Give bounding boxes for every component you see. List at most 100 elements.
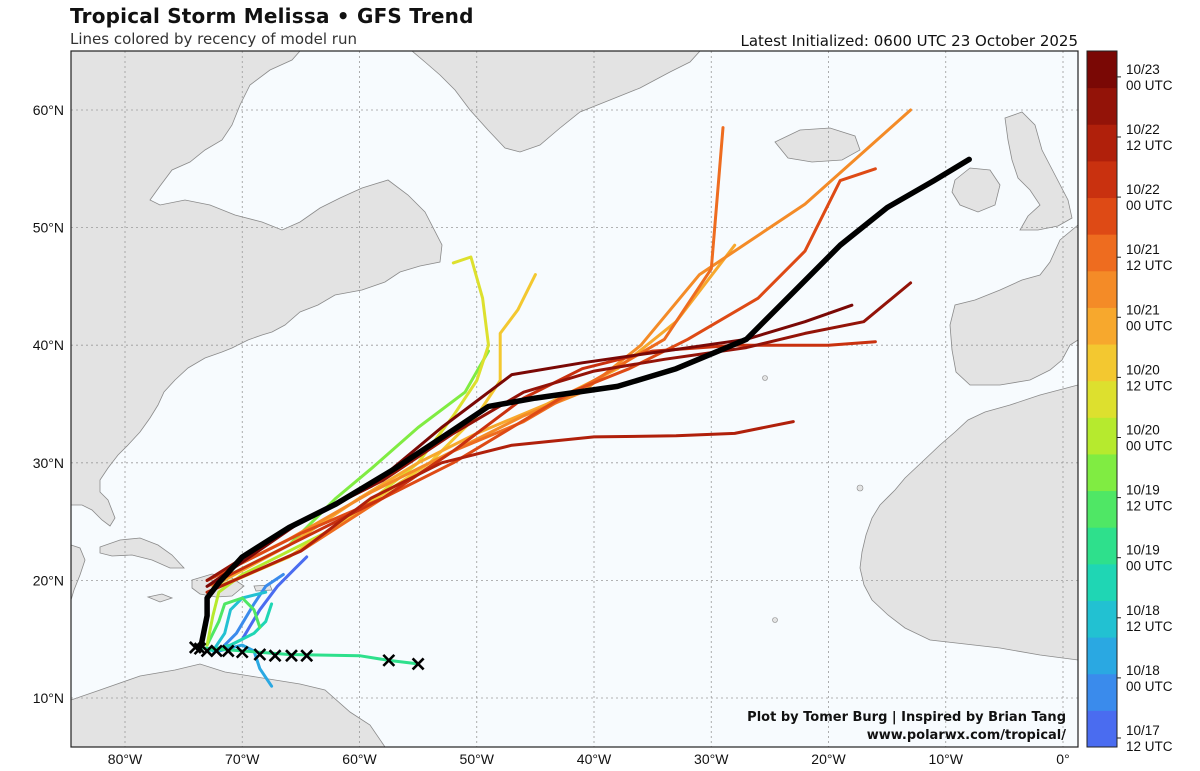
colorbar-segment <box>1087 600 1117 638</box>
colorbar-segment <box>1087 453 1117 492</box>
colorbar-label-date: 10/20 <box>1126 362 1160 377</box>
lat-tick-label: 20°N <box>33 572 64 588</box>
lon-tick-label: 70°W <box>225 751 260 767</box>
storm-position-x-marker <box>210 644 223 658</box>
land-cape-verde <box>772 617 778 623</box>
latest-gfs-track <box>198 156 972 648</box>
colorbar-segment <box>1087 124 1117 162</box>
colorbar-segment <box>1087 527 1117 565</box>
grid-layer <box>71 51 1078 747</box>
storm-position-x-marker <box>285 649 298 663</box>
colorbar-label-time: 12 UTC <box>1126 499 1173 514</box>
colorbar-label-time: 00 UTC <box>1126 318 1173 333</box>
ocean-background <box>71 51 1078 747</box>
colorbar-label-time: 00 UTC <box>1126 679 1173 694</box>
storm-position-x-marker <box>300 649 314 663</box>
land-iceland <box>774 127 861 163</box>
colorbar-label-time: 12 UTC <box>1126 378 1173 393</box>
colorbar-segment <box>1087 673 1117 711</box>
colorbar-segment <box>1087 344 1117 382</box>
storm-position-x-marker <box>411 657 425 671</box>
colorbar-label-date: 10/22 <box>1126 122 1160 137</box>
colorbar-segment <box>1087 563 1117 601</box>
lat-tick-label: 50°N <box>33 220 64 236</box>
land-greenland <box>411 51 701 153</box>
colorbar-label-date: 10/22 <box>1126 182 1160 197</box>
lon-tick-label: 40°W <box>577 751 612 767</box>
credit-url: www.polarwx.com/tropical/ <box>866 728 1066 743</box>
colorbar-label-date: 10/19 <box>1126 483 1160 498</box>
colorbar-label-date: 10/21 <box>1126 242 1160 257</box>
lat-tick-label: 30°N <box>33 455 64 471</box>
storm-position-markers <box>188 641 425 671</box>
lon-tick-label: 0° <box>1056 751 1069 767</box>
land-ireland <box>951 167 1001 213</box>
land-central-america <box>71 544 86 601</box>
storm-position-x-marker <box>235 645 249 659</box>
land-africa <box>859 384 1078 661</box>
colorbar-label-date: 10/21 <box>1126 302 1160 317</box>
lon-tick-label: 30°W <box>694 751 729 767</box>
lon-tick-label: 50°W <box>460 751 495 767</box>
colorbar-frame <box>1086 50 1118 748</box>
land-azores <box>762 375 768 381</box>
colorbar-segment <box>1087 160 1117 199</box>
colorbar-label-time: 12 UTC <box>1126 739 1173 754</box>
map-frame <box>70 50 1079 748</box>
colorbar-label-date: 10/18 <box>1126 603 1160 618</box>
credit-author: Plot by Tomer Burg | Inspired by Brian T… <box>747 710 1066 725</box>
axis-labels: 80°W 70°W 60°W 50°W 40°W 30°W 20°W 10°W 0° 10°N 20… <box>33 102 1070 767</box>
colorbar-segment <box>1087 637 1117 675</box>
colorbar-label-time: 00 UTC <box>1126 198 1173 213</box>
colorbar-label-time: 12 UTC <box>1126 258 1173 273</box>
colorbar-label-time: 00 UTC <box>1126 78 1173 93</box>
colorbar-segment <box>1087 710 1117 748</box>
colorbar-segment <box>1087 490 1117 528</box>
gfs-track <box>211 590 268 653</box>
lat-tick-label: 10°N <box>33 690 64 706</box>
colorbar-segment <box>1087 197 1117 235</box>
land-jamaica <box>146 593 174 603</box>
map-title: Tropical Storm Melissa • GFS Trend <box>70 4 474 28</box>
storm-position-x-marker <box>221 644 235 658</box>
lat-tick-label: 60°N <box>33 102 64 118</box>
colorbar-label-date: 10/19 <box>1126 543 1160 558</box>
initialized-time: Latest Initialized: 0600 UTC 23 October … <box>740 32 1078 50</box>
colorbar-label-date: 10/17 <box>1126 723 1160 738</box>
storm-position-x-marker <box>268 649 282 663</box>
lat-tick-label: 40°N <box>33 337 64 353</box>
colorbar-label-time: 12 UTC <box>1126 138 1173 153</box>
storm-position-x-marker <box>188 641 202 654</box>
land-canary-islands <box>856 484 864 492</box>
map-subtitle: Lines colored by recency of model run <box>70 30 357 48</box>
gfs-track <box>217 573 285 653</box>
colorbar-segment <box>1087 51 1117 89</box>
tracks-layer <box>193 108 972 688</box>
land-cuba <box>99 537 185 569</box>
colorbar-label-date: 10/23 <box>1126 62 1160 77</box>
colorbar-label-time: 00 UTC <box>1126 559 1173 574</box>
colorbar-segment <box>1087 307 1117 345</box>
lon-tick-label: 20°W <box>811 751 846 767</box>
lon-tick-label: 60°W <box>342 751 377 767</box>
land-south-america <box>71 663 386 747</box>
lon-tick-label: 10°W <box>929 751 964 767</box>
gfs-track <box>205 420 795 594</box>
colorbar-segment <box>1087 87 1117 125</box>
lon-tick-label: 80°W <box>108 751 143 767</box>
colorbar-label-time: 12 UTC <box>1126 619 1173 634</box>
storm-position-x-marker <box>382 653 396 667</box>
land-great-britain <box>1004 111 1073 231</box>
colorbar-label-date: 10/18 <box>1126 663 1160 678</box>
colorbar-label-time: 00 UTC <box>1126 439 1173 454</box>
land-north-america <box>71 51 443 527</box>
colorbar-segment <box>1087 417 1117 455</box>
colorbar-segment <box>1087 234 1117 272</box>
colorbar-label-date: 10/20 <box>1126 423 1160 438</box>
colorbar-segment <box>1087 380 1117 418</box>
gfs-track <box>205 596 262 647</box>
colorbar-segment <box>1087 270 1117 308</box>
storm-position-x-marker <box>253 648 267 661</box>
